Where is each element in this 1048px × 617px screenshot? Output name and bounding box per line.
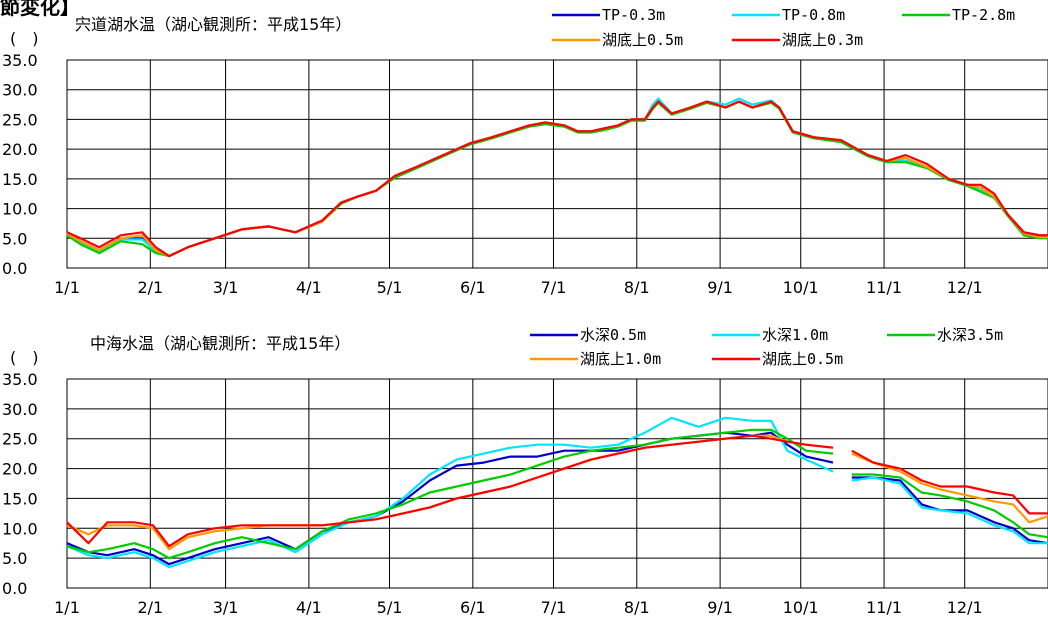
legend-label: TP-2.8m — [952, 6, 1015, 24]
x-tick-label: 3/1 — [213, 598, 239, 617]
x-tick-label: 9/1 — [707, 278, 733, 297]
legend-label: TP-0.8m — [782, 6, 845, 24]
x-tick-label: 8/1 — [624, 598, 650, 617]
series-line-3 — [66, 428, 1048, 560]
legend-label: 水深3.5m — [937, 326, 1003, 344]
x-tick-label: 5/1 — [377, 278, 403, 297]
y-tick-label: 5.0 — [2, 229, 27, 248]
x-tick-label: 4/1 — [296, 278, 322, 297]
legend-label: 湖底上1.0m — [580, 350, 661, 368]
x-tick-label: 1/1 — [54, 598, 80, 617]
legend-label: 湖底上0.5m — [762, 350, 843, 368]
y-tick-label: 10.0 — [2, 200, 38, 219]
series-line-5 — [66, 434, 1048, 548]
x-tick-label: 12/1 — [947, 598, 983, 617]
y-tick-label: 35.0 — [2, 51, 38, 70]
x-tick-label: 1/1 — [54, 278, 80, 297]
y-tick-label: 20.0 — [2, 460, 38, 479]
nakaumi-chart: 0.0 5.0 10.0 15.0 20.0 25.0 30.0 35.0 1/1 2/1 3/1 4… — [2, 326, 1048, 617]
series-line-2 — [66, 416, 1048, 569]
shinjiko-chart: 0.0 5.0 10.0 15.0 20.0 25.0 30.0 35.0 1/1 2/1 3/1 4… — [2, 6, 1048, 297]
x-tick-label: 11/1 — [866, 598, 902, 617]
x-tick-label: 10/1 — [783, 598, 819, 617]
x-tick-label: 2/1 — [137, 598, 163, 617]
x-tick-label: 12/1 — [947, 278, 983, 297]
y-tick-label: 20.0 — [2, 140, 38, 159]
y-tick-label: 15.0 — [2, 170, 38, 189]
y-tick-label: 15.0 — [2, 489, 38, 508]
x-tick-label: 2/1 — [137, 278, 163, 297]
x-tick-label: 5/1 — [377, 598, 403, 617]
y-tick-label: 0.0 — [2, 579, 27, 598]
x-tick-label: 4/1 — [296, 598, 322, 617]
y-tick-label: 5.0 — [2, 549, 27, 568]
y-axis-label: ( ) — [10, 348, 39, 367]
x-tick-label: 7/1 — [541, 598, 567, 617]
x-tick-label: 9/1 — [707, 598, 733, 617]
y-tick-label: 35.0 — [2, 370, 38, 389]
x-tick-label: 6/1 — [460, 278, 486, 297]
x-tick-label: 10/1 — [783, 278, 819, 297]
chart-title: 宍道湖水温（湖心観測所：平成15年） — [75, 15, 351, 34]
y-tick-label: 25.0 — [2, 430, 38, 449]
x-tick-label: 6/1 — [460, 598, 486, 617]
y-tick-label: 25.0 — [2, 110, 38, 129]
y-tick-label: 10.0 — [2, 519, 38, 538]
legend-label: 湖底上0.3m — [782, 31, 863, 49]
x-tick-label: 11/1 — [866, 278, 902, 297]
y-axis-label: ( ) — [10, 29, 39, 48]
x-tick-label: 3/1 — [213, 278, 239, 297]
y-tick-label: 30.0 — [2, 81, 38, 100]
y-tick-label: 0.0 — [2, 259, 27, 278]
x-tick-label: 7/1 — [541, 278, 567, 297]
chart-title: 中海水温（湖心観測所：平成15年） — [90, 334, 350, 353]
page-header-fragment: 節変化】 — [0, 0, 80, 19]
series-line-5 — [66, 100, 1048, 258]
legend-label: 湖底上0.5m — [602, 31, 683, 49]
legend-label: 水深1.0m — [762, 326, 828, 344]
y-tick-label: 30.0 — [2, 400, 38, 419]
plot-area — [66, 59, 1048, 269]
legend-label: TP-0.3m — [602, 6, 665, 24]
legend-label: 水深0.5m — [580, 326, 646, 344]
x-tick-label: 8/1 — [624, 278, 650, 297]
